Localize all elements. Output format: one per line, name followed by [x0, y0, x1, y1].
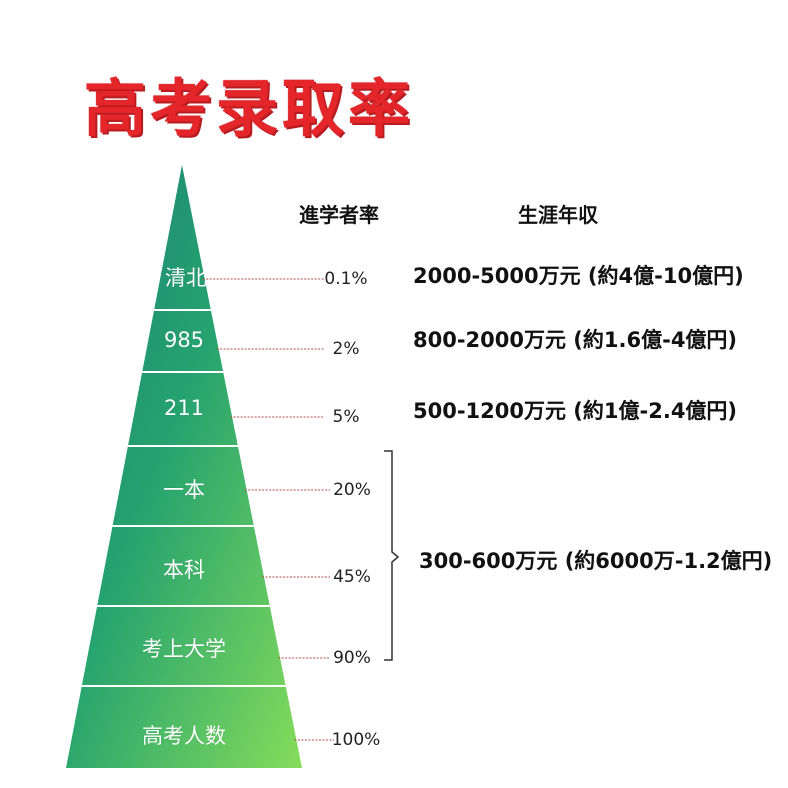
tier-rate-211: 5%	[332, 407, 360, 427]
tier-label-university: 考上大学	[142, 637, 226, 661]
page-title: 高考录取率	[84, 72, 415, 145]
income-211: 500-1200万元 (約1億-2.4億円)	[413, 399, 738, 423]
tier-rate-qingbei: 0.1%	[324, 269, 368, 289]
group-bracket	[384, 450, 400, 661]
income-group: 300-600万元 (約6000万-1.2億円)	[419, 549, 773, 573]
income-qingbei: 2000-5000万元 (約4億-10億円)	[413, 264, 744, 288]
income-column-header: 生涯年収	[518, 203, 598, 227]
tier-connectors	[202, 278, 334, 741]
rate-column-header: 進学者率	[299, 203, 379, 227]
tier-rate-yiben: 20%	[333, 480, 371, 500]
tier-label-985: 985	[163, 328, 205, 352]
tier-label-total: 高考人数	[142, 724, 226, 748]
tier-rate-985: 2%	[332, 339, 360, 359]
tier-label-211: 211	[163, 396, 205, 420]
income-985: 800-2000万元 (約1.6億-4億円)	[413, 328, 738, 352]
tier-label-qingbei: 清北	[165, 266, 207, 290]
tier-label-yiben: 一本	[163, 478, 205, 502]
tier-rate-university: 90%	[333, 648, 371, 668]
tier-dividers	[81, 309, 286, 687]
tier-rate-benke: 45%	[333, 567, 371, 587]
tier-label-benke: 本科	[163, 558, 205, 582]
tier-rate-total: 100%	[331, 730, 381, 750]
pyramid-shape	[66, 165, 302, 768]
